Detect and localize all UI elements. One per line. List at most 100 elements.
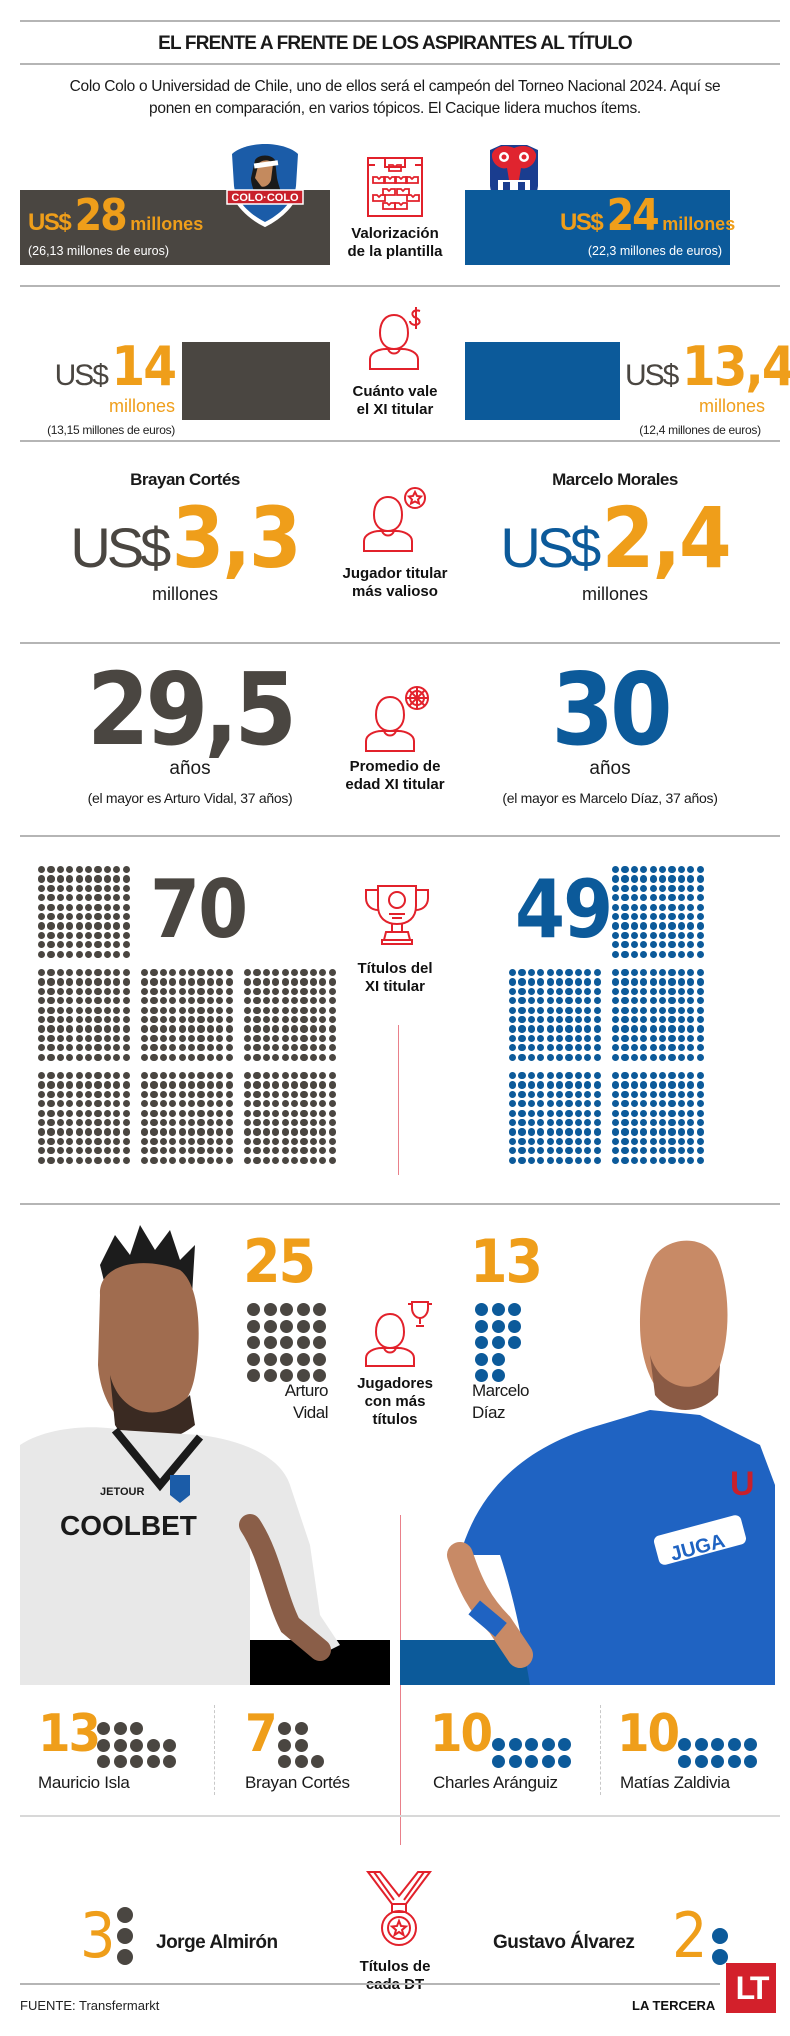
dot [169,1072,177,1080]
section-label-coach-titles: Títulos de cada DT [330,1958,460,1994]
dot [677,1006,686,1014]
dot [508,1319,521,1333]
dot [290,1015,299,1024]
dot [169,1015,177,1024]
dot [677,1025,686,1033]
dot [509,1072,517,1080]
dot [630,997,639,1005]
dot [66,1081,74,1089]
dot [328,1044,336,1052]
dot [103,950,112,958]
dot [141,1053,149,1061]
dot [546,1100,554,1108]
dot [640,866,648,874]
dot [66,1109,74,1117]
dot [574,1072,583,1080]
dot [584,987,592,996]
dot [47,1090,55,1099]
dot [56,1147,65,1155]
dot [565,1025,573,1033]
section-divider [20,642,780,644]
dot [296,1319,310,1333]
dot [38,941,46,949]
player-divider [214,1705,215,1795]
dot [658,941,667,949]
dot [630,1118,639,1127]
dot [47,1006,55,1014]
dot [113,1137,121,1146]
dot [56,978,65,986]
dot [584,978,592,986]
dot [281,1025,289,1033]
dot [546,1006,554,1014]
dot [187,1100,196,1108]
dot [159,1044,168,1052]
dot [216,1053,224,1061]
dot [206,1034,215,1043]
dot [565,1034,573,1043]
dot [94,950,102,958]
dot [47,931,55,940]
dot [206,1109,215,1117]
dot [527,1090,536,1099]
dot [47,922,55,930]
dot [309,1109,318,1117]
dot [75,1025,83,1033]
dot [113,1053,121,1061]
dot [537,1137,545,1146]
dot [546,1147,554,1155]
dot [75,1109,83,1117]
dot [216,1034,224,1043]
dot [66,931,74,940]
dot [696,987,704,996]
dot [696,1053,704,1061]
dot [574,978,583,986]
dot [122,922,130,930]
section-label-xi-titles: Títulos del XI titular [330,960,460,996]
dot [206,1081,215,1089]
dot [225,1044,233,1052]
dot [640,1100,648,1108]
dot [555,969,564,977]
dot [300,1053,308,1061]
dot [668,931,676,940]
dot [253,1100,261,1108]
dot [280,1303,293,1316]
dot [574,1015,583,1024]
dot [319,1109,327,1117]
dot [328,1072,336,1080]
dot [612,1090,620,1099]
euros-label: (13,15 millones de euros) [47,423,175,437]
colo-colo-mvp: Brayan Cortés US$ 3,3 millones [60,470,310,605]
value-number: 30 [551,651,672,768]
dot [197,1025,205,1033]
dot [593,1128,601,1136]
dot [565,1072,573,1080]
dot [668,1034,676,1043]
dot [247,1303,260,1316]
u-chile-xi-bar [465,342,620,420]
dot [38,1090,46,1099]
dot [141,978,149,986]
dot [565,1156,573,1164]
dot [677,931,686,940]
dot [687,1137,695,1146]
dot [677,941,686,949]
center-divider-line [398,1025,399,1175]
dot [113,997,121,1005]
footer-rule [20,1983,720,1985]
dot [84,1015,93,1024]
dot [56,884,65,893]
dot [546,1034,554,1043]
player-money-icon [368,305,432,371]
dot-grid [141,1072,233,1164]
dot [56,866,65,874]
dot [677,997,686,1005]
dot [309,1015,318,1024]
dot [141,969,149,977]
dot [225,1137,233,1146]
dot [696,884,704,893]
dot [197,1109,205,1117]
dot [94,1006,102,1014]
dot [621,1044,629,1052]
